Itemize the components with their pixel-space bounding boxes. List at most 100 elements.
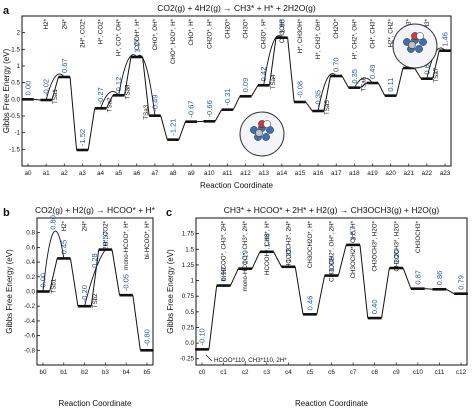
species-label: 2H*: [61, 18, 68, 29]
energy-connector: [269, 37, 277, 86]
data-label: -0.67: [187, 101, 196, 118]
x-tick-label: b0: [39, 369, 47, 376]
panel-c-extras: bi-HCOO*, CH3*, 2H* mono-HCOO*, CH3*, 2H*…: [205, 220, 422, 364]
species-label: CHO*, H*: [188, 18, 195, 45]
data-label: 0.79: [457, 275, 466, 290]
energy-connector: [446, 288, 455, 295]
panel-a-extras: TSa1 TSa2 TSa3 TSa4 TSa5 TSa6 TSa7 TSa8 H2* 2H* 2H…: [43, 18, 446, 157]
species-label: HCOOCH3*, 2H*: [285, 220, 292, 268]
annotation-text: HCOO*110, CH3*110, 2H*: [214, 357, 287, 364]
species-label: CH2O*: [333, 18, 340, 38]
x-tick-label: a20: [385, 170, 396, 177]
x-tick-label: a13: [258, 170, 269, 177]
data-label: 1.19: [241, 250, 250, 265]
y-tick-label: 1: [190, 278, 194, 285]
y-axis-label: Gibbs Free Energy (eV): [5, 249, 14, 334]
x-tick-label: c7: [350, 369, 357, 376]
species-label: CH3OH*: [279, 18, 286, 43]
energy-connector: [123, 56, 132, 96]
x-tick-label: a8: [170, 170, 178, 177]
x-tick-label: a19: [367, 170, 378, 177]
x-tick-label: a12: [240, 170, 251, 177]
x-tick-label: a5: [115, 170, 123, 177]
x-tick-label: a2: [61, 170, 69, 177]
inset-ts-a8: [392, 23, 438, 69]
data-label: 0.70: [332, 57, 341, 72]
energy-connector: [90, 249, 100, 307]
energy-connector: [273, 251, 282, 268]
ts-label: TSa5: [324, 100, 331, 115]
species-label: 2H*: [82, 220, 89, 231]
x-tick-label: a21: [403, 170, 414, 177]
data-label: 0.87: [413, 270, 422, 285]
panel-letter: b: [3, 207, 10, 219]
data-label: 1.27: [132, 38, 141, 53]
species-label: bi-HCOO*, H*: [144, 220, 151, 259]
energy-connector: [33, 98, 41, 101]
data-label: -0.08: [295, 81, 304, 98]
energy-connector: [424, 288, 433, 290]
data-label: 0.86: [435, 271, 444, 286]
ts-label: TSa3: [143, 104, 150, 119]
energy-connector: [341, 75, 349, 88]
x-tick-label: a0: [24, 170, 32, 177]
panel-b: b CO2(g) + H2(g) → HCOO* + H* -0.8 -0.6 -0.4…: [3, 205, 156, 408]
data-label: 0.00: [24, 81, 33, 96]
panel-letter: a: [3, 5, 10, 17]
species-label: H*, CH3*, OH*: [315, 18, 322, 59]
energy-connector: [251, 251, 261, 269]
x-tick-label: b4: [123, 369, 131, 376]
data-label: 0.12: [114, 77, 123, 92]
x-tick-label: a16: [313, 170, 324, 177]
data-label: -0.10: [198, 328, 207, 345]
panel-b-extras: TSb1 0.80 TSb2 0.28 H2* 2H* 2H*, CO2* mono-HCOO…: [42, 215, 151, 308]
energy-connector: [432, 50, 440, 79]
data-label: 1.85: [277, 19, 286, 34]
species-label: H*, CH2*, OH*: [351, 18, 358, 59]
energy-connector: [105, 95, 114, 109]
y-tick-label: -1: [14, 130, 20, 137]
atom: [408, 41, 416, 49]
energy-connector: [395, 67, 404, 96]
y-tick-label: 0.6: [26, 244, 35, 251]
x-tick-label: c3: [263, 369, 270, 376]
y-axis-label: Gibbs Free Energy (eV): [2, 48, 11, 133]
y-tick-label: -0.8: [24, 347, 35, 354]
data-label: 1.46: [441, 32, 450, 47]
x-tick-label: a22: [422, 170, 433, 177]
data-label: -0.27: [96, 87, 105, 104]
species-label: HCOOH*, CH3*, H*: [264, 220, 271, 275]
ts-curve: [353, 77, 373, 88]
energy-connector: [305, 101, 313, 112]
energy-connector: [232, 96, 241, 110]
y-tick-label: 1.5: [11, 46, 20, 53]
x-tick-label: a9: [188, 170, 196, 177]
y-tick-label: 1.5: [185, 246, 194, 253]
x-axis-label: Reaction Coordinate: [295, 399, 368, 408]
energy-connector: [51, 76, 59, 101]
data-label: 0.49: [368, 64, 377, 79]
species-label: CH3O*, H*: [261, 18, 268, 49]
species-label: CH3OCH3*, H2O*: [372, 220, 379, 271]
data-label: 0.09: [241, 78, 250, 93]
y-tick-label: -0.5: [9, 113, 20, 120]
x-tick-label: a17: [331, 170, 342, 177]
ts-curve: [263, 35, 283, 86]
species-label: bi-HCOO*, CH3*, 2H*: [221, 220, 228, 280]
y-tick-label: 0.5: [11, 80, 20, 87]
ts-label: TSa2: [107, 97, 114, 112]
ts-curve: [100, 91, 120, 109]
species-label: CH3*: [424, 18, 431, 33]
data-label: -0.02: [42, 79, 51, 96]
ts-label: TSa4: [270, 74, 277, 89]
data-label: 1.46: [262, 233, 271, 248]
x-tick-label: a14: [277, 170, 288, 177]
data-label: -0.20: [80, 285, 89, 302]
x-tick-label: b5: [143, 369, 151, 376]
y-tick-label: -0.2: [24, 303, 35, 310]
species-label: CH3OCH3*: [415, 220, 422, 253]
data-label: 0.35: [350, 69, 359, 84]
ts-curve: [118, 54, 138, 96]
species-label: CH3OCH3*, H2O*: [393, 220, 400, 271]
